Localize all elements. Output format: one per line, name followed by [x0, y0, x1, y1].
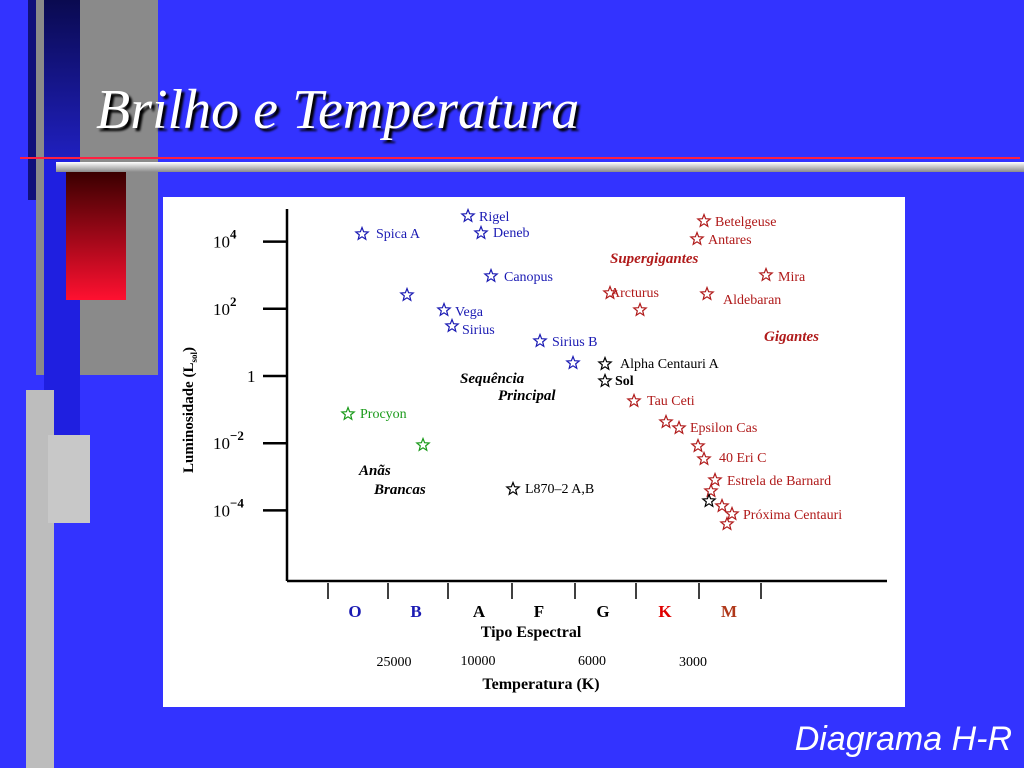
star-label: Sol — [615, 374, 634, 389]
y-tick-label: 102 — [213, 294, 237, 319]
spectral-class-B: B — [410, 602, 421, 621]
star-marker — [460, 207, 476, 223]
star-marker — [473, 224, 489, 240]
star-marker — [532, 332, 548, 348]
x-axis-title: Tipo Espectral — [481, 624, 582, 641]
star-label: Spica A — [376, 227, 421, 242]
region-label-supergiants: Supergigantes — [610, 251, 699, 267]
temperature-label: 10000 — [461, 654, 496, 669]
star-marker — [597, 372, 613, 388]
star-marker — [354, 225, 370, 241]
star-marker — [690, 437, 706, 453]
spectral-class-M: M — [721, 602, 737, 621]
y-tick-label: 10−2 — [213, 428, 244, 453]
star-label: Vega — [455, 305, 484, 320]
y-axis-title: Luminosidade (Lsol) — [181, 347, 199, 473]
slide-footer: Diagrama H-R — [794, 720, 1012, 758]
star-marker — [707, 471, 723, 487]
star-marker — [701, 492, 717, 508]
spectral-class-O: O — [348, 602, 361, 621]
star-label: Tau Ceti — [647, 394, 695, 409]
star-marker — [758, 266, 774, 282]
decor-bar-navy — [44, 0, 80, 160]
decor-line-red — [20, 157, 1020, 159]
star-marker — [626, 392, 642, 408]
star-label: Arcturus — [610, 286, 659, 301]
star-label: Antares — [708, 233, 752, 248]
star-marker — [483, 267, 499, 283]
star-marker — [444, 317, 460, 333]
region-label-giants: Gigantes — [764, 329, 819, 345]
decor-bar-red — [66, 172, 126, 300]
temperature-label: 3000 — [679, 655, 707, 670]
star-marker — [696, 450, 712, 466]
star-label: Aldebaran — [723, 293, 781, 308]
star-marker — [699, 285, 715, 301]
star-marker — [696, 212, 712, 228]
temperature-label: 6000 — [578, 654, 606, 669]
star-label: Mira — [778, 270, 806, 285]
star-label: Epsilon Cas — [690, 421, 757, 436]
temperature-axis-title: Temperatura (K) — [482, 676, 599, 693]
star-label: Próxima Centauri — [743, 508, 842, 523]
spectral-class-F: F — [534, 602, 544, 621]
slide-title: Brilho e Temperatura — [96, 79, 580, 141]
region-label-white-dwarfs-2: Brancas — [373, 482, 426, 498]
y-tick-label: 104 — [213, 227, 237, 252]
star-label: Canopus — [504, 270, 553, 285]
hr-diagram-canvas: Luminosidade (Lsol) 104 102 1 10−2 10−4 O B A F… — [181, 207, 887, 693]
star-marker — [719, 515, 735, 531]
star-marker — [671, 419, 687, 435]
star-marker — [632, 301, 648, 317]
star-label: 40 Eri C — [719, 451, 766, 466]
region-label-main-sequence-2: Principal — [498, 388, 556, 404]
temperature-label: 25000 — [377, 655, 412, 670]
decor-bar-light-gray-2 — [48, 435, 90, 523]
star-marker — [602, 284, 618, 300]
star-marker — [658, 413, 674, 429]
hr-diagram: Luminosidade (Lsol) 104 102 1 10−2 10−4 O B A F… — [163, 197, 905, 707]
spectral-class-K: K — [658, 602, 672, 621]
star-marker — [714, 497, 730, 513]
star-marker — [399, 286, 415, 302]
star-label: Sirius B — [552, 335, 598, 350]
star-label: L870–2 A,B — [525, 482, 594, 497]
spectral-class-G: G — [596, 602, 609, 621]
star-marker — [436, 301, 452, 317]
spectral-class-A: A — [473, 602, 486, 621]
region-label-white-dwarfs-1: Anãs — [358, 463, 391, 479]
star-label: Deneb — [493, 226, 530, 241]
star-marker — [340, 405, 356, 421]
y-tick-label: 10−4 — [213, 495, 244, 520]
star-marker — [724, 505, 740, 521]
star-marker — [505, 480, 521, 496]
star-label: Estrela de Barnard — [727, 474, 831, 489]
decor-line-gray — [56, 162, 1024, 172]
star-marker — [597, 355, 613, 371]
region-label-main-sequence-1: Sequência — [460, 371, 525, 387]
star-label: Sirius — [462, 323, 495, 338]
star-label: Procyon — [360, 407, 407, 422]
star-label: Betelgeuse — [715, 215, 776, 230]
star-label: Rigel — [479, 210, 509, 225]
star-marker — [565, 354, 581, 370]
star-label: Alpha Centauri A — [620, 357, 720, 372]
star-marker — [689, 230, 705, 246]
star-marker — [415, 436, 431, 452]
star-marker — [703, 482, 719, 498]
y-tick-label: 1 — [247, 367, 256, 386]
